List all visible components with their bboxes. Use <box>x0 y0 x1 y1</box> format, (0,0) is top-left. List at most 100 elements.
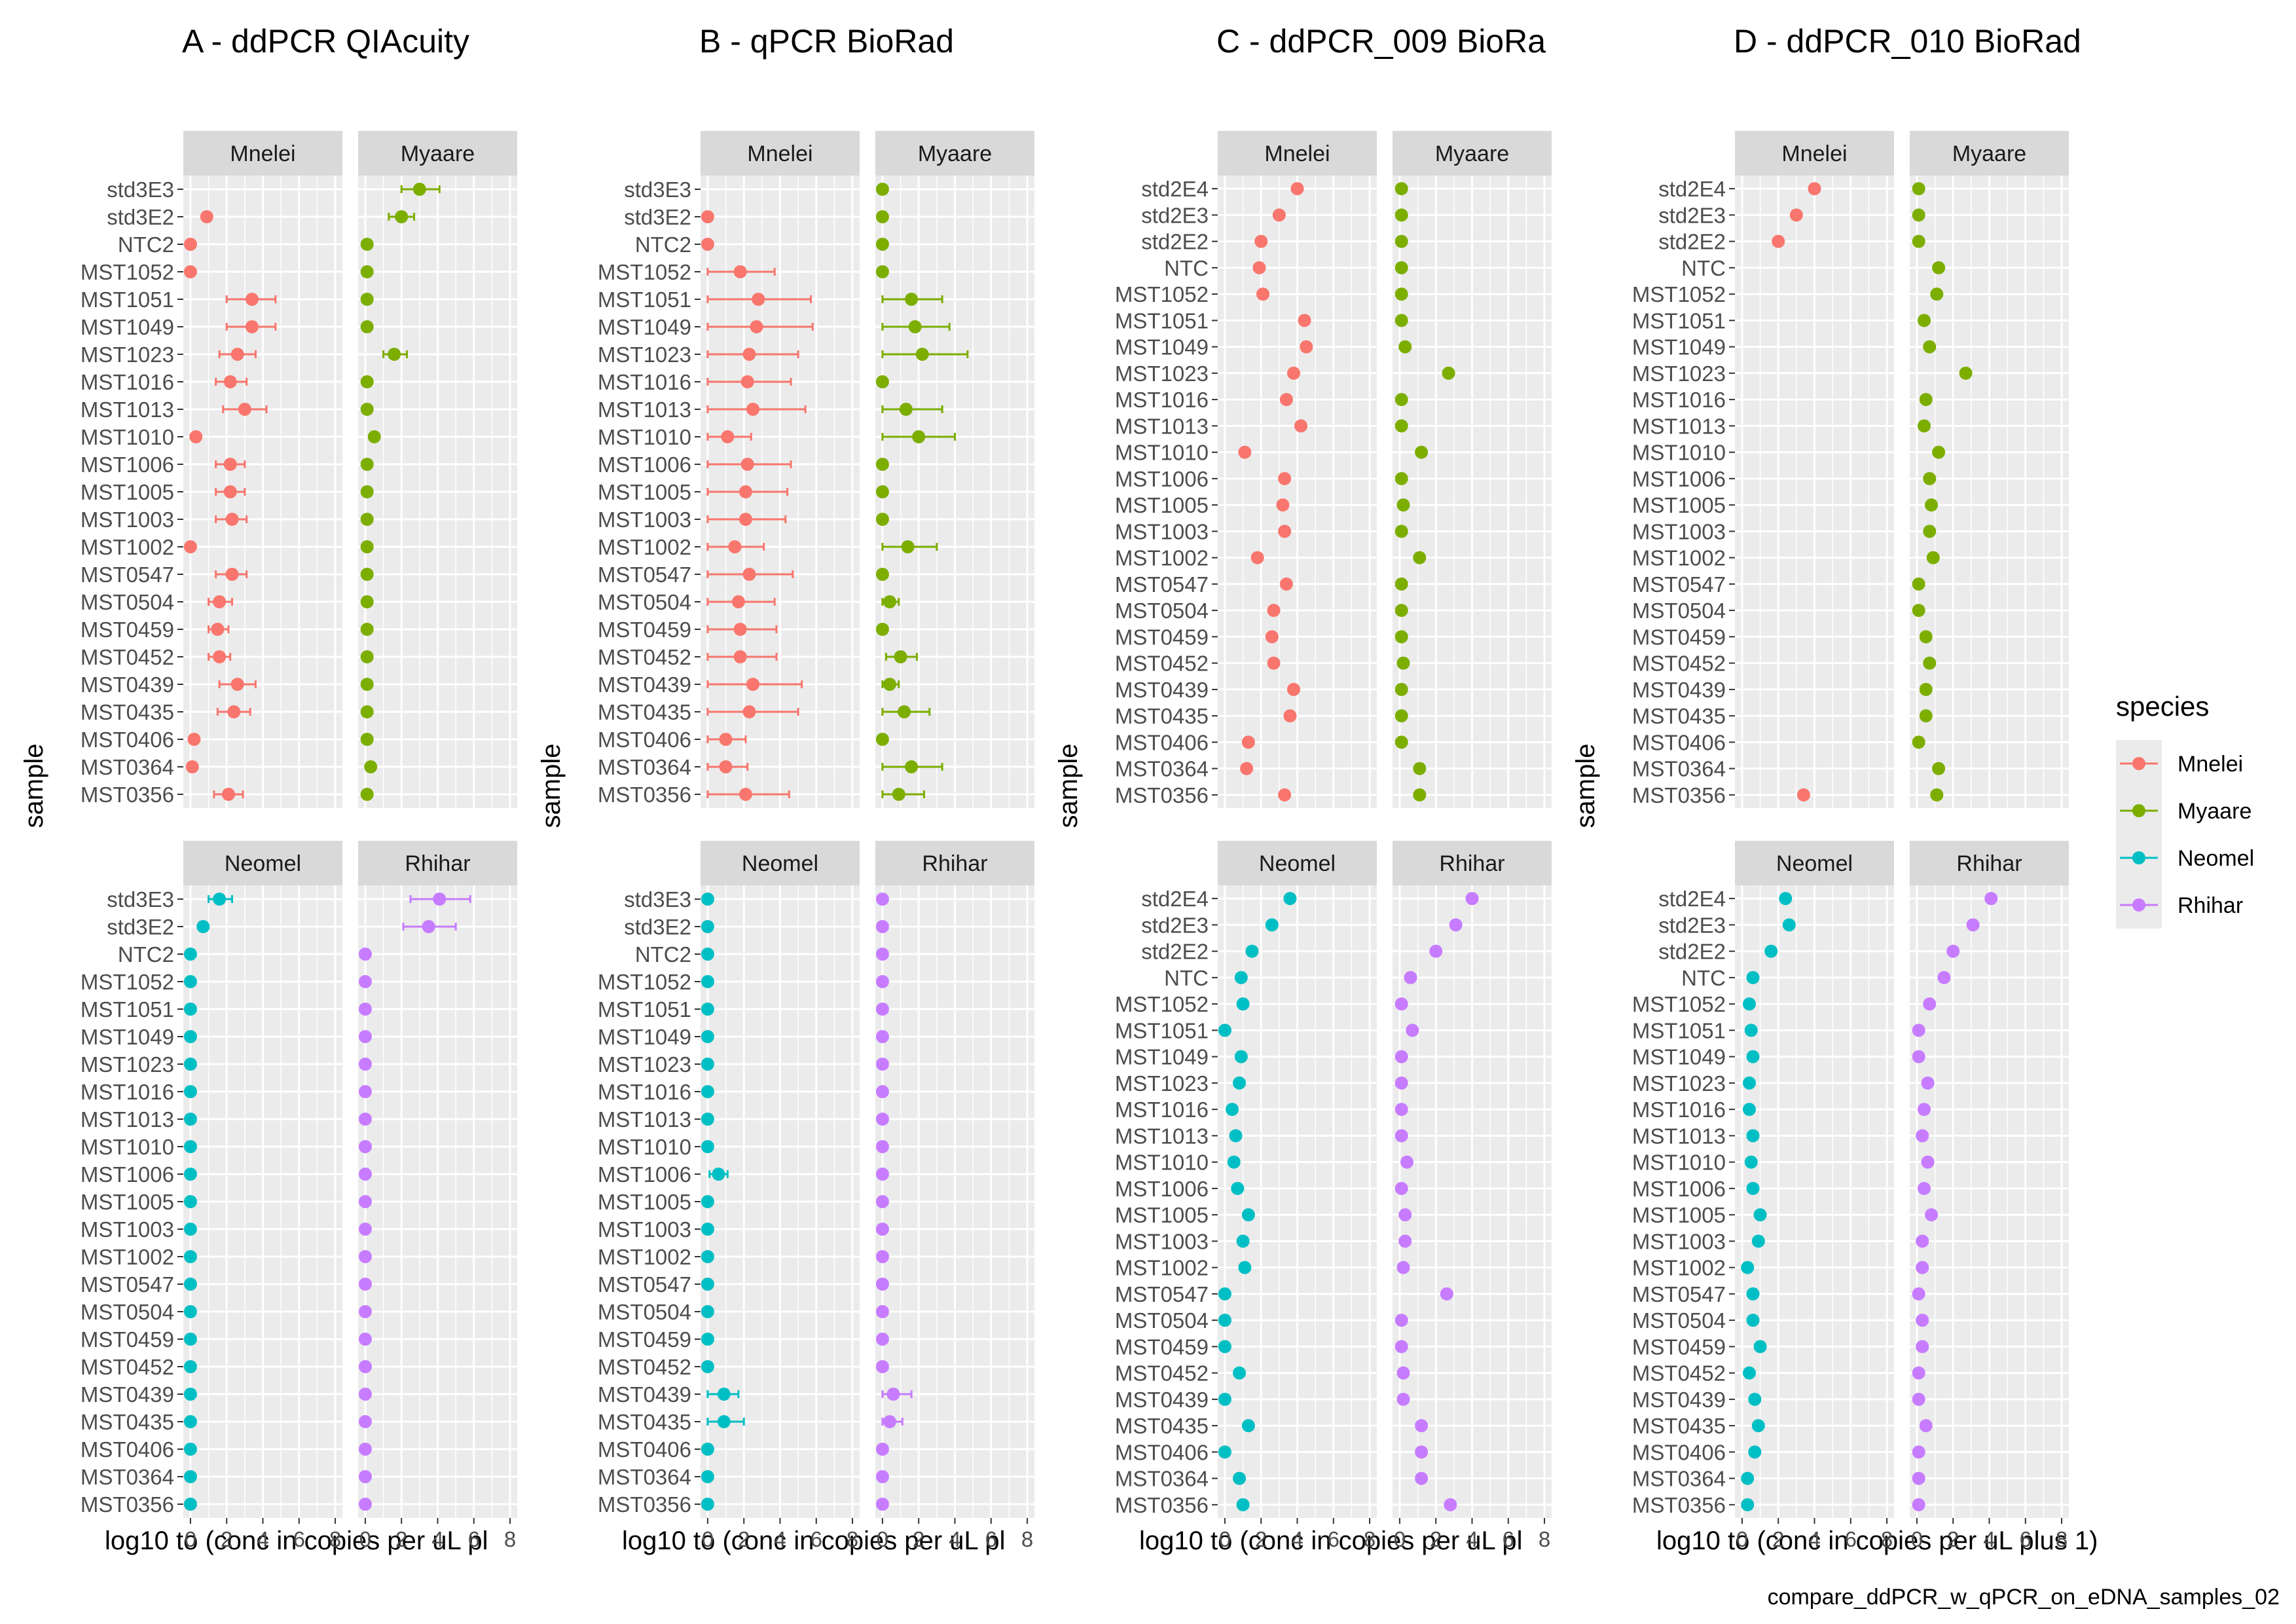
data-point <box>1413 551 1427 564</box>
data-point <box>915 348 929 361</box>
y-tick-label: MST0452 <box>1115 1361 1209 1386</box>
data-point <box>1234 1050 1248 1063</box>
facet-strip-label: Mnelei <box>230 141 295 166</box>
data-point <box>733 623 747 636</box>
facet-strip <box>1393 841 1552 885</box>
y-tick-label: MST1010 <box>1632 441 1726 465</box>
y-tick-label: MST0406 <box>1115 730 1209 754</box>
data-point <box>1279 577 1293 591</box>
y-tick-label: MST1052 <box>598 970 691 994</box>
data-point <box>1394 709 1408 723</box>
data-point <box>1932 445 1946 459</box>
facet-mnelei: Mnelei std3E3 std3E2 NTC2 MST1052 MST1051 MST1… <box>81 131 342 808</box>
data-point <box>1912 577 1925 591</box>
data-point <box>358 1415 372 1428</box>
data-point <box>1912 735 1925 749</box>
data-point <box>1241 735 1255 749</box>
facet-strip <box>875 841 1034 885</box>
data-point <box>1937 970 1951 984</box>
data-point <box>185 760 199 773</box>
data-point <box>1396 656 1410 670</box>
data-point <box>358 1470 372 1483</box>
y-tick-label: MST1023 <box>81 342 174 367</box>
data-point <box>1912 1392 1925 1406</box>
data-point <box>875 1360 889 1373</box>
facet-strip-label: Myaare <box>1952 141 2026 166</box>
data-point <box>1746 1287 1760 1301</box>
data-point <box>1294 419 1308 433</box>
data-point <box>701 1470 714 1483</box>
data-point <box>875 1085 889 1098</box>
y-tick-label: MST1003 <box>1115 1229 1209 1253</box>
data-point <box>183 1003 197 1016</box>
data-point <box>1912 1287 1925 1301</box>
y-tick-label: MST0406 <box>1632 730 1726 754</box>
data-point <box>875 948 889 961</box>
y-tick-label: NTC2 <box>635 942 691 967</box>
data-point <box>1233 1076 1247 1090</box>
data-point <box>701 1223 714 1236</box>
y-tick-label: MST1023 <box>81 1052 174 1077</box>
y-tick-label: MST0439 <box>1632 1388 1726 1412</box>
data-point <box>360 265 374 278</box>
y-tick-label: MST0356 <box>598 1492 691 1517</box>
x-tick-label: 6 <box>293 1527 305 1551</box>
y-tick-label: MST0435 <box>598 1410 691 1434</box>
data-point <box>731 595 745 608</box>
chart-title: B - qPCR BioRad <box>699 23 954 60</box>
y-tick-label: std2E3 <box>1141 203 1209 227</box>
data-point <box>886 1388 900 1401</box>
data-point <box>883 678 896 691</box>
data-point <box>1923 525 1937 538</box>
data-point <box>360 733 374 746</box>
data-point <box>1746 1129 1760 1143</box>
data-point <box>1796 788 1810 802</box>
data-point <box>742 705 756 718</box>
data-point <box>1394 182 1408 196</box>
y-tick-label: std2E2 <box>1658 940 1726 964</box>
facet-myaare: Myaare <box>358 131 517 808</box>
y-tick-label: MST1052 <box>1115 992 1209 1016</box>
y-tick-label: MST1016 <box>1632 388 1726 412</box>
y-tick-label: std2E2 <box>1141 940 1209 964</box>
data-point <box>1921 1076 1935 1090</box>
y-tick-label: MST0504 <box>1115 599 1209 623</box>
y-tick-label: MST0452 <box>1632 1361 1726 1386</box>
legend: species Mnelei Myaare Neomel Rhihar <box>2116 691 2254 929</box>
y-tick-label: MST0459 <box>1115 625 1209 649</box>
data-point <box>1912 1366 1925 1380</box>
y-tick-label: MST0364 <box>598 1465 691 1489</box>
y-tick-label: MST0439 <box>598 673 691 697</box>
data-point <box>213 893 227 906</box>
y-tick-label: std3E3 <box>107 887 174 912</box>
data-point <box>746 678 760 691</box>
data-point <box>223 485 237 498</box>
y-tick-label: MST1049 <box>1115 1045 1209 1069</box>
y-tick-label: MST0547 <box>1632 1282 1726 1306</box>
data-point <box>230 678 244 691</box>
facet-strip <box>701 131 860 175</box>
data-point <box>1923 340 1937 354</box>
y-tick-label: std2E3 <box>1141 913 1209 937</box>
x-tick-label: 8 <box>1364 1527 1376 1551</box>
data-point <box>746 403 760 416</box>
data-point <box>1238 1261 1252 1274</box>
data-point <box>1764 944 1778 958</box>
y-tick-label: NTC <box>1164 256 1209 280</box>
data-point <box>742 348 756 361</box>
y-tick-label: MST1013 <box>81 1107 174 1132</box>
data-point <box>245 320 259 333</box>
data-point <box>1394 471 1408 485</box>
data-point <box>1921 1155 1935 1169</box>
data-point <box>1394 604 1408 618</box>
data-point <box>358 1140 372 1153</box>
y-tick-label: MST0435 <box>1115 1414 1209 1438</box>
data-point <box>1919 393 1933 407</box>
data-point <box>1394 208 1408 222</box>
data-point <box>1236 1234 1250 1248</box>
y-tick-label: MST1003 <box>81 507 174 532</box>
x-tick-label: 4 <box>257 1527 268 1551</box>
x-axis-title: log10 to (conc in copies per uL pl <box>622 1526 1006 1555</box>
data-point <box>1415 1419 1429 1433</box>
